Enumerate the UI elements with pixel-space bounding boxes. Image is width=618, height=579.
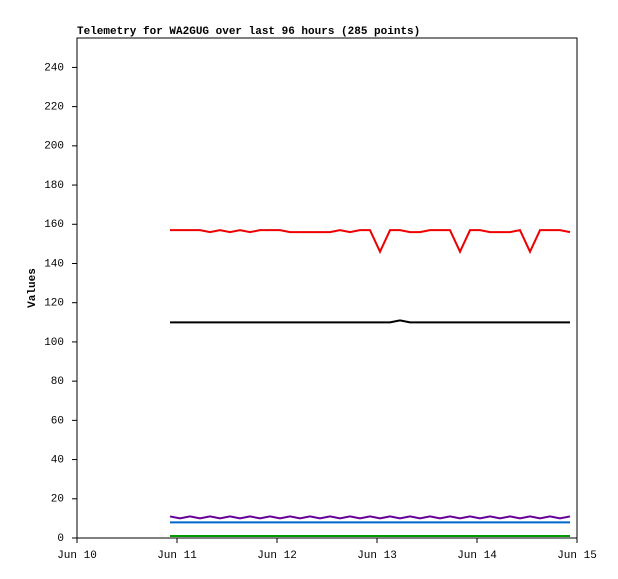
y-tick-label: 180 [44,180,64,192]
y-tick-label: 20 [51,494,64,506]
y-tick-label: 140 [44,258,64,270]
y-axis-label: Values [27,268,39,308]
x-tick-label: Jun 12 [257,550,297,562]
y-tick-label: 100 [44,337,64,349]
y-tick-label: 0 [57,533,64,545]
chart-title: Telemetry for WA2GUG over last 96 hours … [77,26,420,38]
y-tick-label: 60 [51,415,64,427]
y-tick-label: 160 [44,219,64,231]
x-tick-label: Jun 13 [357,550,397,562]
plot-frame [76,37,578,539]
series-line [170,319,570,324]
y-tick-label: 40 [51,454,64,466]
y-tick-label: 220 [44,102,64,114]
x-tick-label: Jun 11 [157,550,197,562]
x-tick-label: Jun 10 [57,550,97,562]
series-line [170,229,571,255]
y-tick-label: 80 [51,376,64,388]
x-tick-label: Jun 14 [457,550,497,562]
series-line [169,515,571,520]
x-tick-label: Jun 15 [557,550,597,562]
y-tick-label: 240 [44,62,64,74]
y-tick-label: 200 [44,141,64,153]
y-tick-label: 120 [44,298,64,310]
